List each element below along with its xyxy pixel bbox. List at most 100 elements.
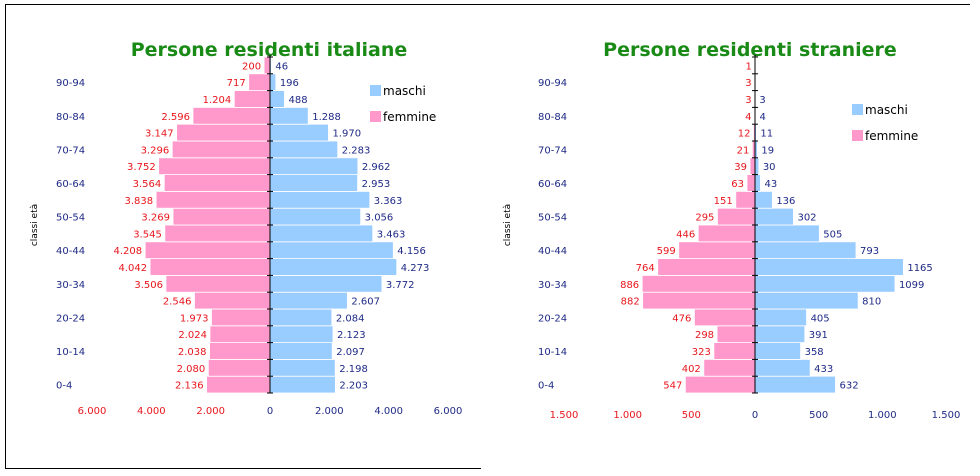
bar-femmine-15-19 bbox=[209, 325, 271, 343]
chart-panel-straniere: Persone residenti straniere 547 632 402 433 3… bbox=[479, 4, 970, 468]
data-label-femmine: 298 bbox=[695, 330, 714, 341]
y-tick-label: 60-64 bbox=[56, 179, 85, 190]
data-label-femmine: 3 bbox=[745, 78, 751, 89]
bar-maschi-80-84 bbox=[269, 107, 309, 125]
y-tick-label: 80-84 bbox=[538, 112, 567, 123]
data-label-femmine: 63 bbox=[731, 179, 744, 190]
bar-femmine-0-4 bbox=[684, 375, 756, 394]
bar-femmine-60-64 bbox=[746, 174, 756, 192]
bar-maschi-85-89 bbox=[269, 90, 285, 108]
bar-femmine-35-39 bbox=[149, 258, 271, 276]
legend-label-femmine: femmine bbox=[383, 110, 436, 124]
data-label-maschi: 1165 bbox=[907, 263, 932, 274]
bar-maschi-90-94 bbox=[269, 73, 277, 92]
bar-maschi-25-29 bbox=[754, 291, 859, 310]
data-label-maschi: 2.953 bbox=[362, 179, 391, 190]
bar-maschi-50-54 bbox=[754, 207, 794, 226]
legend-label-femmine: femmine bbox=[865, 129, 918, 143]
data-label-femmine: 599 bbox=[657, 246, 676, 257]
x-tick-label: 4.000 bbox=[137, 406, 166, 417]
data-label-femmine: 2.546 bbox=[163, 297, 192, 308]
data-label-maschi: 1099 bbox=[899, 280, 924, 291]
data-label-femmine: 295 bbox=[695, 213, 714, 224]
data-label-maschi: 793 bbox=[860, 246, 879, 257]
data-label-femmine: 12 bbox=[738, 129, 751, 140]
data-label-femmine: 151 bbox=[714, 196, 733, 207]
bar-femmine-60-64 bbox=[163, 174, 271, 192]
bar-maschi-70-74 bbox=[269, 140, 339, 159]
legend-swatch-femmine bbox=[852, 130, 863, 141]
data-label-maschi: 4.273 bbox=[401, 263, 430, 274]
x-tick-label: 1.000 bbox=[868, 410, 897, 421]
bar-maschi-45-49 bbox=[754, 224, 820, 243]
y-tick-label: 0-4 bbox=[538, 381, 554, 392]
bar-femmine-35-39 bbox=[657, 258, 756, 276]
bar-maschi-30-34 bbox=[269, 274, 383, 293]
bar-femmine-10-14 bbox=[713, 342, 756, 360]
bar-maschi-60-64 bbox=[754, 174, 761, 192]
data-label-maschi: 3.056 bbox=[365, 213, 394, 224]
x-tick-label: 1.500 bbox=[550, 410, 579, 421]
data-label-maschi: 2.607 bbox=[351, 297, 380, 308]
data-label-femmine: 476 bbox=[672, 313, 691, 324]
data-label-maschi: 2.198 bbox=[339, 364, 368, 375]
data-label-maschi: 2.283 bbox=[342, 145, 371, 156]
y-tick-label: 40-44 bbox=[538, 246, 567, 257]
data-label-maschi: 3.772 bbox=[386, 280, 415, 291]
y-tick-label: 10-14 bbox=[56, 347, 85, 358]
y-tick-label: 40-44 bbox=[56, 246, 85, 257]
data-label-maschi: 2.962 bbox=[362, 162, 391, 173]
data-label-femmine: 2.038 bbox=[178, 347, 207, 358]
data-label-maschi: 4.156 bbox=[397, 246, 426, 257]
bar-femmine-5-9 bbox=[207, 358, 271, 377]
data-label-femmine: 3.564 bbox=[133, 179, 162, 190]
x-tick-label: 1.500 bbox=[932, 410, 961, 421]
bar-femmine-40-44 bbox=[144, 241, 271, 260]
x-tick-label: 500 bbox=[682, 410, 701, 421]
data-label-femmine: 323 bbox=[692, 347, 711, 358]
bar-maschi-30-34 bbox=[754, 274, 896, 293]
data-label-maschi: 2.203 bbox=[339, 381, 368, 392]
data-label-femmine: 3.752 bbox=[127, 162, 156, 173]
bar-maschi-65-69 bbox=[754, 157, 760, 176]
bar-femmine-20-24 bbox=[211, 308, 271, 327]
bar-femmine-55-59 bbox=[155, 190, 271, 209]
bar-femmine-30-34 bbox=[165, 274, 271, 293]
legend-swatch-maschi bbox=[852, 104, 863, 115]
y-tick-label: 50-54 bbox=[538, 213, 567, 224]
bar-maschi-40-44 bbox=[754, 241, 857, 260]
data-label-maschi: 302 bbox=[797, 213, 816, 224]
y-tick-label: 70-74 bbox=[56, 145, 85, 156]
bar-maschi-35-39 bbox=[754, 258, 904, 276]
chart-panel-italiane: Persone residenti italiane 2.136 2.203 2.08… bbox=[5, 4, 481, 469]
y-tick-label: 30-34 bbox=[538, 280, 567, 291]
bar-femmine-55-59 bbox=[735, 190, 756, 209]
data-label-maschi: 1.288 bbox=[312, 112, 341, 123]
data-label-maschi: 11 bbox=[760, 129, 773, 140]
data-label-femmine: 3.147 bbox=[145, 129, 174, 140]
y-tick-label: 20-24 bbox=[538, 313, 567, 324]
data-label-femmine: 3.506 bbox=[134, 280, 163, 291]
data-label-maschi: 2.097 bbox=[336, 347, 365, 358]
bar-femmine-45-49 bbox=[697, 224, 756, 243]
legend-swatch-femmine bbox=[370, 111, 381, 122]
data-label-maschi: 2.123 bbox=[337, 330, 366, 341]
bar-maschi-15-19 bbox=[269, 325, 334, 343]
data-label-femmine: 2.024 bbox=[178, 330, 207, 341]
data-label-maschi: 46 bbox=[275, 61, 288, 72]
bar-maschi-15-19 bbox=[754, 325, 806, 343]
data-label-femmine: 1 bbox=[745, 61, 751, 72]
data-label-maschi: 2.084 bbox=[336, 313, 365, 324]
bar-maschi-5-9 bbox=[754, 358, 811, 377]
bar-femmine-90-94 bbox=[248, 73, 271, 92]
legend-label-maschi: maschi bbox=[383, 84, 426, 98]
bar-maschi-75-79 bbox=[269, 123, 329, 142]
data-label-maschi: 1.970 bbox=[332, 129, 361, 140]
data-label-femmine: 1.973 bbox=[180, 313, 209, 324]
bar-femmine-25-29 bbox=[194, 291, 271, 310]
bar-maschi-20-24 bbox=[754, 308, 807, 327]
data-label-femmine: 3.545 bbox=[133, 229, 162, 240]
data-label-femmine: 4.208 bbox=[114, 246, 143, 257]
data-label-femmine: 446 bbox=[676, 229, 695, 240]
